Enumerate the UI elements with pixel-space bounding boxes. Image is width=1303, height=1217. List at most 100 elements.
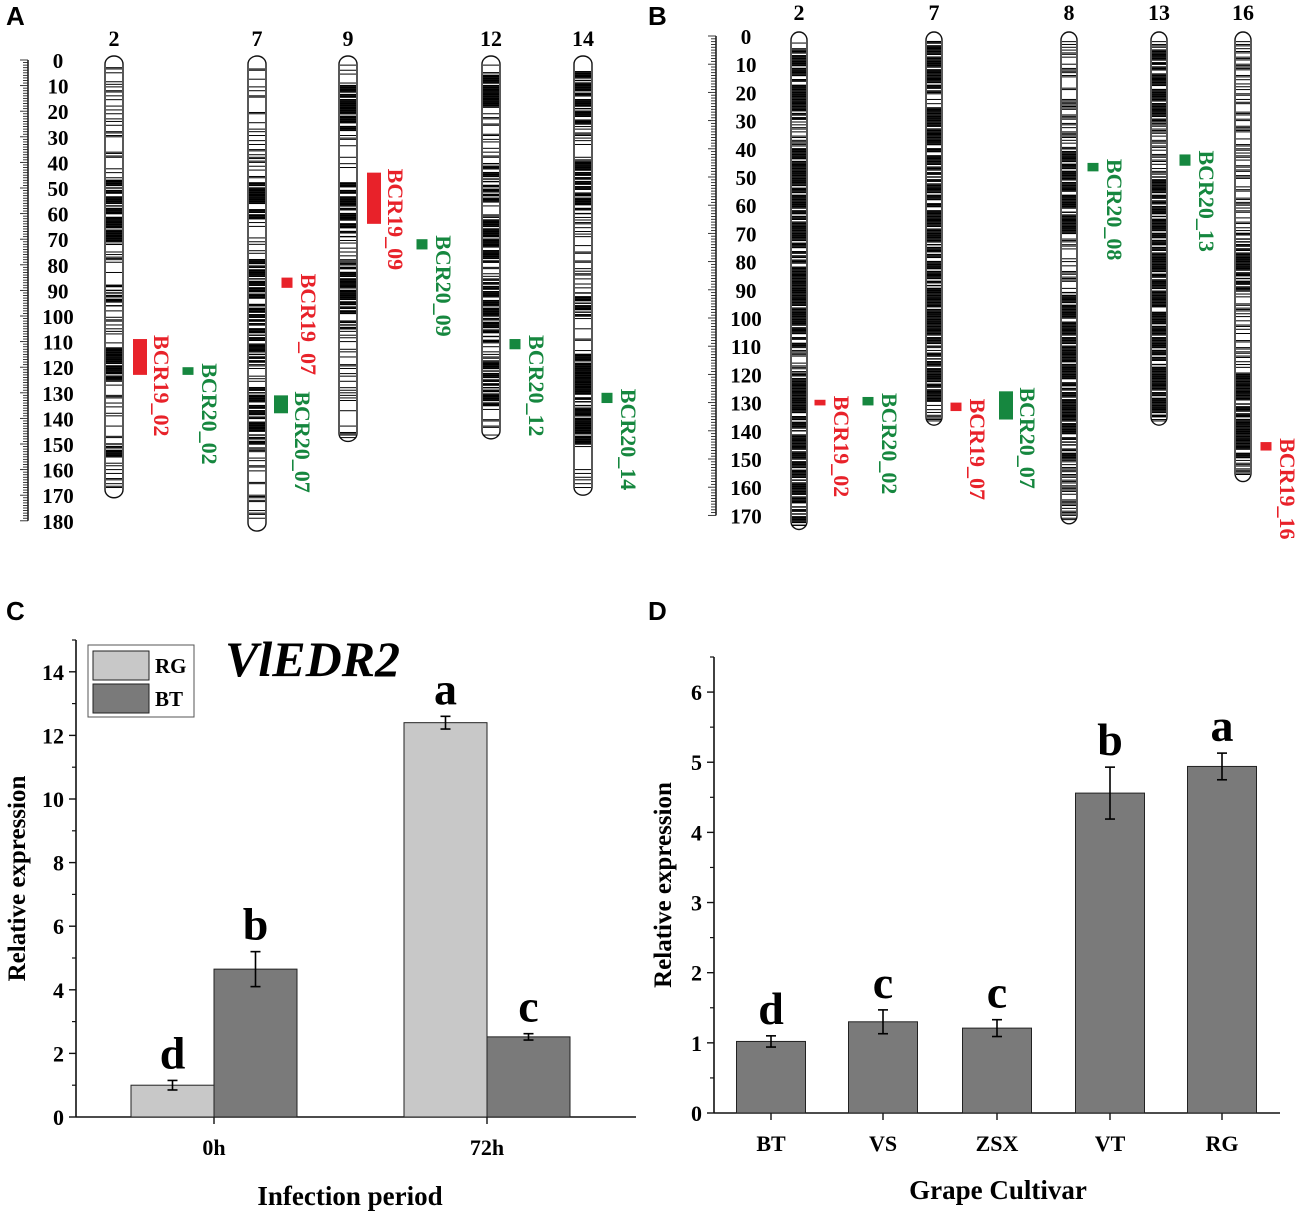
qtl-label-bcr19_16: BCR19_16 — [1275, 438, 1300, 539]
scale-label: 130 — [42, 382, 74, 406]
y-tick-label: 0 — [691, 1101, 702, 1126]
y-tick-label: 2 — [53, 1041, 64, 1066]
chromosome-label: 14 — [572, 26, 594, 51]
marker-bands — [1236, 41, 1250, 476]
marker-bands — [1152, 41, 1166, 422]
chromosome-body — [104, 55, 124, 499]
qtl-label-bcr20_12: BCR20_12 — [524, 335, 549, 436]
legend-swatch-bt — [92, 683, 150, 714]
chromosome-label: 7 — [929, 0, 940, 25]
scale-label: 30 — [48, 126, 69, 150]
x-tick-label: VT — [1095, 1131, 1126, 1156]
bar-zsx — [962, 1027, 1032, 1114]
qtl-bar-bcr19_16 — [1260, 442, 1272, 451]
x-tick-label: RG — [1206, 1131, 1239, 1156]
scale-label: 110 — [43, 331, 73, 355]
scale-label: 80 — [48, 254, 69, 278]
scale-label: 90 — [736, 279, 757, 303]
chromosome-body — [247, 55, 267, 532]
scale-label: 40 — [736, 138, 757, 162]
x-axis-title: Infection period — [257, 1181, 442, 1211]
marker-bands — [483, 64, 499, 436]
scale-label: 30 — [736, 110, 757, 134]
legend-label-rg: RG — [155, 654, 187, 678]
qtl-label-bcr20_08: BCR20_08 — [1102, 159, 1127, 260]
chromosome-body — [338, 55, 358, 443]
x-tick-label: 0h — [202, 1135, 225, 1160]
chromosome-7: 7 BCR19_07 BCR20_07 — [247, 26, 321, 532]
panel-c-bar-chart: 0 2 4 6 8 10 12 14 Relative expression Infection … — [4, 631, 636, 1211]
chromosome-label: 16 — [1232, 0, 1254, 25]
x-tick-label: 72h — [470, 1135, 504, 1160]
qtl-bar-bcr20_08 — [1087, 162, 1099, 172]
bar-rg — [1187, 765, 1257, 1114]
scale-label: 10 — [736, 53, 757, 77]
qtl-bar-bcr19_07 — [281, 277, 293, 288]
chromosome-label: 2 — [109, 26, 120, 51]
qtl-label-bcr19_02: BCR19_02 — [149, 335, 174, 436]
y-tick-label: 2 — [691, 961, 702, 986]
scale-label: 20 — [736, 81, 757, 105]
scale-label: 140 — [42, 407, 74, 431]
scale-label: 70 — [48, 228, 69, 252]
qtl-bar-bcr20_02 — [862, 396, 874, 406]
qtl-label-bcr20_13: BCR20_13 — [1194, 150, 1219, 251]
significance-letter-bt-72h: c — [518, 981, 538, 1032]
chromosome-2: 2 BCR19_02 BCR20_02 — [104, 26, 222, 499]
x-tick-label: BT — [756, 1131, 786, 1156]
y-tick-label: 4 — [53, 978, 64, 1003]
qtl-bar-bcr20_09 — [416, 239, 428, 250]
panel-b-chromosome-map: 0 10 20 30 40 50 60 70 80 90 100 110 120 130 140 150 160… — [708, 0, 1300, 540]
panel-b-label: B — [648, 1, 667, 31]
panel-c-label: C — [6, 596, 25, 626]
panel-a-label: A — [6, 1, 25, 31]
scale-label: 40 — [48, 151, 69, 175]
chromosome-2: 2 BCR19_02 BCR20_02 — [790, 0, 902, 531]
scale-label: 170 — [730, 504, 762, 528]
chromosome-9: 9 BCR19_09 BCR20_09 — [338, 26, 456, 443]
y-tick-label: 0 — [53, 1105, 64, 1130]
legend-swatch-rg — [92, 650, 150, 681]
qtl-label-bcr20_02: BCR20_02 — [877, 393, 902, 494]
x-axis-title: Grape Cultivar — [909, 1175, 1087, 1205]
y-tick-label: 3 — [691, 891, 702, 916]
marker-bands — [575, 71, 591, 489]
bar-vs — [848, 1021, 918, 1114]
y-tick-label: 1 — [691, 1031, 702, 1056]
qtl-label-bcr19_09: BCR19_09 — [383, 169, 408, 270]
significance-letter-rg-72h: a — [434, 663, 457, 714]
scale-label: 120 — [730, 363, 762, 387]
chromosome-label: 2 — [794, 0, 805, 25]
y-axis-title: Relative expression — [4, 776, 31, 982]
panel-a-chromosome-map: 0102030405060708090100110120130140150160… — [20, 26, 641, 534]
legend: RG BT — [87, 644, 195, 718]
scale-label: 180 — [42, 510, 74, 534]
marker-bands — [1062, 41, 1076, 521]
qtl-bar-bcr19_02 — [814, 399, 826, 406]
chromosome-label: 13 — [1148, 0, 1170, 25]
qtl-bar-bcr20_07 — [999, 391, 1013, 420]
y-tick-label: 6 — [691, 680, 702, 705]
y-tick-label: 6 — [53, 914, 64, 939]
bar-bt-0h — [213, 968, 298, 1118]
bar-bt-72h — [486, 1036, 571, 1118]
qtl-bar-bcr20_07 — [274, 395, 288, 414]
chromosome-7: 7 BCR19_07 BCR20_07 — [925, 0, 1040, 500]
x-tick-label: ZSX — [976, 1131, 1019, 1156]
bar-vt — [1075, 792, 1145, 1114]
significance-letter-rg-0h: d — [160, 1027, 186, 1078]
y-tick-label: 5 — [691, 750, 702, 775]
chromosome-8: 8 BCR20_08 — [1060, 0, 1127, 525]
bar-bt — [736, 1040, 806, 1114]
qtl-label-bcr20_09: BCR20_09 — [431, 235, 456, 336]
scale-label: 80 — [736, 251, 757, 275]
scale-label: 50 — [736, 166, 757, 190]
significance-letter-zsx: c — [987, 967, 1007, 1018]
y-tick-label: 4 — [691, 820, 702, 845]
y-tick-label: 10 — [42, 787, 64, 812]
scale-label: 0 — [53, 49, 64, 73]
marker-bands — [249, 68, 265, 519]
scale-label: 100 — [730, 307, 762, 331]
scale-label: 150 — [42, 433, 74, 457]
qtl-bar-bcr20_14 — [601, 392, 613, 404]
